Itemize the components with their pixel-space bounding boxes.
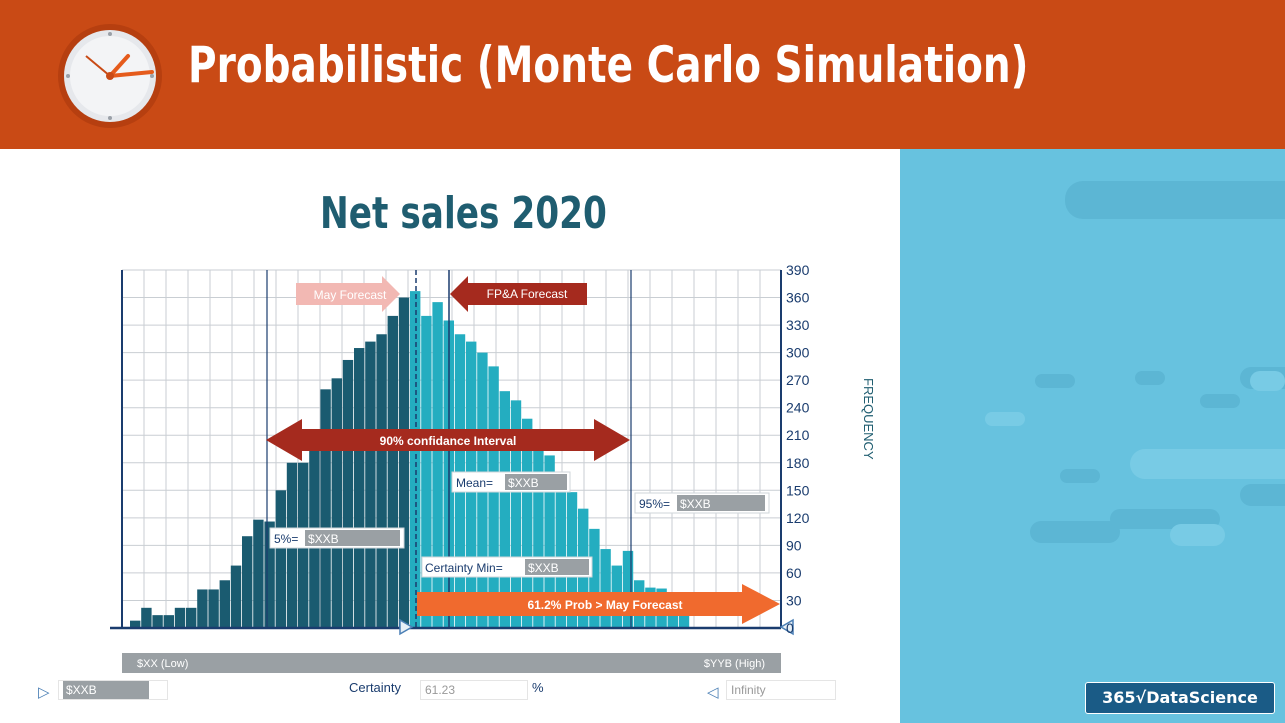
p5-value: $XXB	[308, 532, 339, 546]
histogram-bar	[219, 580, 230, 628]
histogram-bar	[398, 297, 410, 628]
y-tick-label: 240	[786, 400, 810, 416]
p95-label: 95%=	[639, 497, 670, 511]
y-tick-label: 120	[786, 510, 810, 526]
range-low-label: $XX (Low)	[137, 658, 188, 670]
histogram-bar	[622, 550, 634, 628]
histogram-bar	[130, 620, 141, 628]
range-bar	[122, 653, 781, 673]
right-play-icon[interactable]: ◁	[707, 684, 719, 701]
histogram-bar	[331, 378, 342, 628]
histogram-bar	[522, 418, 533, 628]
y-tick-label: 390	[786, 262, 810, 278]
histogram-bar	[387, 315, 398, 628]
histogram-bar	[208, 589, 219, 628]
chart-bars	[130, 291, 690, 628]
histogram-bar	[499, 391, 510, 628]
confidence-interval-arrow	[266, 419, 630, 461]
fpa-forecast-label: FP&A Forecast	[487, 287, 568, 301]
left-value-text: $XXB	[63, 681, 149, 699]
y-tick-label: 150	[786, 482, 810, 498]
certainty-min-value: $XXB	[528, 561, 559, 575]
clock-icon	[58, 24, 162, 128]
histogram-bar	[152, 615, 163, 628]
p5-label: 5%=	[274, 532, 298, 546]
may-forecast-label: May Forecast	[314, 288, 387, 302]
histogram-bar	[678, 605, 690, 628]
histogram-bar	[197, 589, 208, 628]
left-value-field[interactable]: $XXB	[58, 680, 168, 700]
histogram-bar	[186, 607, 197, 628]
right-value-field[interactable]: Infinity	[726, 680, 836, 700]
mean-value: $XXB	[508, 476, 539, 490]
may-forecast-arrow	[296, 276, 400, 312]
probability-arrow	[417, 584, 780, 624]
y-tick-label: 30	[786, 592, 802, 608]
histogram-bar	[174, 607, 186, 628]
histogram-bar	[242, 536, 253, 628]
y-tick-label: 210	[786, 427, 810, 443]
histogram-chart: May Forecast FP&A Forecast 90% confidanc…	[110, 262, 876, 673]
y-axis-label: FREQUENCY	[861, 378, 876, 460]
y-tick-label: 330	[786, 317, 810, 333]
mean-label: Mean=	[456, 476, 493, 490]
p95-value: $XXB	[680, 497, 711, 511]
histogram-bar	[320, 389, 331, 628]
probability-label: 61.2% Prob > May Forecast	[527, 598, 682, 612]
percent-label: %	[532, 680, 544, 695]
certainty-input[interactable]: 61.23	[420, 680, 528, 700]
certainty-min-marker[interactable]	[399, 618, 414, 636]
histogram-bar	[410, 291, 421, 628]
brand-logo: 365√DataScience	[1085, 682, 1275, 714]
header-bar	[0, 0, 1285, 149]
y-tick-label: 60	[786, 565, 802, 581]
chart-overlays: May Forecast FP&A Forecast 90% confidanc…	[110, 270, 876, 636]
certainty-min-label: Certainty Min=	[425, 561, 503, 575]
histogram-bar	[163, 615, 174, 628]
histogram-bar	[488, 366, 499, 628]
certainty-label: Certainty	[349, 680, 402, 695]
histogram-bar	[230, 565, 242, 628]
y-tick-labels: 0 30 60 90 120 150 180 210 240 270 300 330 360 390	[786, 262, 810, 636]
histogram-bar	[600, 549, 611, 628]
histogram-bar	[421, 315, 432, 628]
fpa-forecast-arrow	[450, 276, 587, 312]
histogram-bar	[365, 341, 376, 628]
y-tick-label: 90	[786, 537, 802, 553]
confidence-interval-label: 90% confidance Interval	[380, 434, 517, 448]
certainty-max-marker[interactable]	[779, 618, 794, 636]
y-tick-label: 180	[786, 455, 810, 471]
chart-title: Net sales 2020	[320, 188, 607, 239]
y-tick-label: 360	[786, 290, 810, 306]
histogram-bar	[141, 607, 152, 628]
histogram-bar	[544, 455, 555, 628]
histogram-bar	[432, 302, 443, 628]
histogram-bar	[555, 473, 566, 628]
histogram-bar	[354, 348, 365, 628]
histogram-bar	[589, 528, 600, 628]
histogram-bar	[275, 490, 286, 628]
histogram-bar	[533, 437, 544, 628]
y-tick-label: 270	[786, 372, 810, 388]
left-play-icon[interactable]: ▷	[38, 684, 50, 701]
y-tick-label: 300	[786, 345, 810, 361]
histogram-bar	[376, 334, 387, 628]
range-high-label: $YYB (High)	[704, 658, 765, 670]
slide-title: Probabilistic (Monte Carlo Simulation)	[188, 36, 1029, 94]
y-tick-label: 0	[786, 620, 794, 636]
histogram-bar	[510, 400, 522, 628]
histogram-bar	[264, 521, 275, 628]
histogram-bar	[253, 519, 264, 628]
decorative-panel	[900, 149, 1285, 723]
histogram-bar	[342, 359, 354, 628]
